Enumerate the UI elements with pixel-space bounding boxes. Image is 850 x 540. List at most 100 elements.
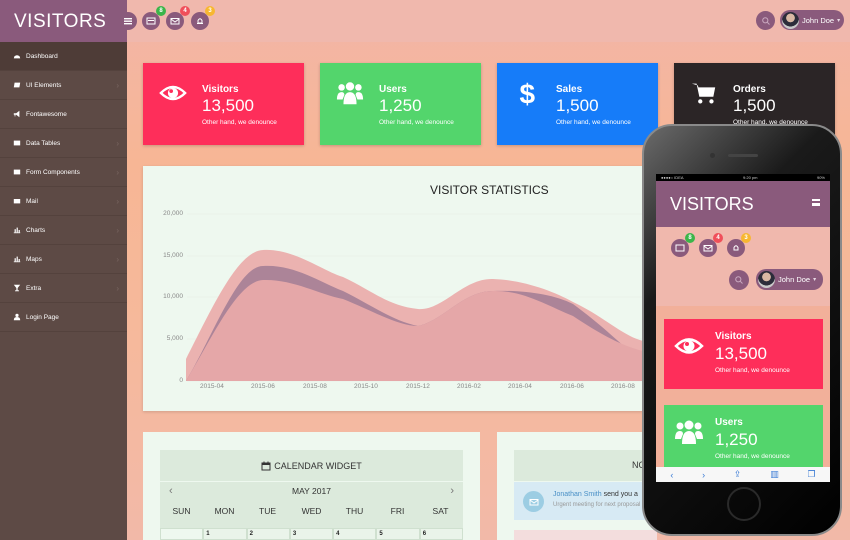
calendar-day[interactable]: 6 — [419, 528, 463, 540]
chevron-right-icon: › — [116, 138, 119, 148]
calendar-day[interactable]: 4 — [333, 528, 377, 540]
chevron-down-icon: ▾ — [837, 17, 841, 24]
tasks-badge: 8 — [156, 6, 166, 16]
calendar-week-row: 1 2 3 4 5 6 — [160, 528, 463, 540]
hamburger-icon — [124, 18, 132, 25]
notification-item[interactable]: Jonathan Smith send you a Urgent meeting… — [514, 482, 657, 520]
notification-sender[interactable]: Jonathan Smith — [553, 491, 602, 498]
sidebar-item-dashboard[interactable]: Dashboard — [0, 42, 127, 71]
top-navbar: VISITORS 8 4 3 John Doe ▾ — [0, 0, 850, 42]
share-icon[interactable]: ⇪ — [733, 469, 742, 479]
tasks-button[interactable]: 8 — [142, 6, 166, 30]
search-button[interactable] — [729, 270, 749, 290]
calendar-panel: CALENDAR WIDGET ‹ MAY 2017 › SUN MON TUE… — [143, 432, 480, 540]
back-icon[interactable]: ‹ — [670, 469, 674, 480]
messages-button[interactable]: 4 — [166, 6, 190, 30]
bar-chart-icon — [13, 227, 21, 234]
messages-button[interactable]: 4 — [699, 233, 723, 257]
sidebar-item-ui-elements[interactable]: UI Elements › — [0, 71, 127, 100]
alerts-button[interactable]: 3 — [727, 233, 751, 257]
mail-icon — [13, 199, 21, 204]
chevron-right-icon: › — [116, 80, 119, 90]
dashboard-icon — [13, 55, 21, 59]
mobile-stat-card-visitors: Visitors 13,500 Other hand, we denounce — [664, 319, 823, 389]
list-icon — [146, 17, 156, 25]
calendar-day[interactable]: 5 — [376, 528, 420, 540]
user-menu[interactable]: John Doe ▾ — [756, 269, 823, 290]
search-button[interactable] — [756, 11, 775, 30]
calendar-month: MAY 2017 — [292, 486, 331, 496]
bell-icon — [733, 245, 739, 251]
mobile-brand: VISITORS — [656, 181, 830, 227]
avatar — [782, 11, 799, 29]
bullhorn-icon — [13, 110, 20, 118]
forward-icon[interactable]: › — [702, 469, 706, 480]
calendar-day — [160, 528, 204, 540]
calendar-day[interactable]: 1 — [203, 528, 247, 540]
book-icon — [13, 82, 21, 88]
phone-screen: ●●●●○ IDEA 9:20 pm 90% VISITORS 8 4 3 — [656, 174, 830, 482]
calendar-icon — [261, 461, 271, 470]
stat-card-visitors: Visitors 13,500 Other hand, we denounce — [143, 63, 304, 145]
mobile-stat-card-users: Users 1,250 Other hand, we denounce — [664, 405, 823, 475]
users-icon — [336, 82, 364, 105]
sidebar-item-form-components[interactable]: Form Components › — [0, 158, 127, 187]
svg-text:$: $ — [520, 79, 536, 107]
phone-speaker — [728, 154, 758, 157]
hamburger-icon[interactable] — [812, 199, 820, 206]
calendar-day[interactable]: 2 — [246, 528, 290, 540]
calendar-prev-button[interactable]: ‹ — [169, 485, 173, 497]
sidebar-item-data-tables[interactable]: Data Tables › — [0, 129, 127, 158]
mobile-navbar: 8 4 3 John Doe ▾ — [656, 227, 830, 306]
eye-icon — [159, 85, 187, 101]
calendar-header: CALENDAR WIDGET — [160, 450, 463, 481]
chevron-down-icon: ▾ — [813, 277, 817, 283]
user-menu[interactable]: John Doe ▾ — [780, 10, 844, 30]
form-icon — [13, 169, 21, 175]
calendar-day[interactable]: 3 — [289, 528, 334, 540]
avatar — [758, 271, 775, 288]
area-chart — [186, 213, 643, 382]
chevron-right-icon: › — [116, 196, 119, 206]
messages-badge: 4 — [180, 6, 190, 16]
phone-status-bar: ●●●●○ IDEA 9:20 pm 90% — [656, 174, 830, 181]
alerts-badge: 3 — [205, 6, 215, 16]
dollar-icon: $ — [520, 79, 536, 107]
chart-title: VISITOR STATISTICS — [430, 183, 549, 197]
bell-icon — [197, 18, 203, 24]
brand-logo[interactable]: VISITORS — [0, 0, 127, 42]
sidebar-item-fontawesome[interactable]: Fontawesome — [0, 100, 127, 129]
envelope-icon — [170, 18, 180, 25]
sidebar-item-extra[interactable]: Extra › — [0, 274, 127, 303]
envelope-icon — [703, 245, 713, 252]
chevron-right-icon: › — [116, 283, 119, 293]
alerts-button[interactable]: 3 — [191, 6, 215, 30]
menu-toggle-button[interactable] — [119, 12, 137, 30]
sidebar: Dashboard UI Elements › Fontawesome Data… — [0, 42, 127, 540]
calendar-next-button[interactable]: › — [450, 485, 454, 497]
phone-home-button — [727, 487, 761, 521]
chevron-right-icon: › — [116, 225, 119, 235]
sidebar-item-maps[interactable]: Maps › — [0, 245, 127, 274]
search-icon — [761, 16, 770, 25]
bookmarks-icon[interactable]: ▥ — [770, 469, 779, 479]
notifications-panel: NO Jonathan Smith send you a Urgent meet… — [497, 432, 657, 540]
tabs-icon[interactable]: ❐ — [807, 469, 816, 479]
phone-camera — [710, 153, 715, 158]
search-icon — [735, 276, 743, 284]
sidebar-item-charts[interactable]: Charts › — [0, 216, 127, 245]
envelope-icon — [523, 491, 544, 512]
user-icon — [13, 313, 21, 321]
bar-chart-icon — [13, 256, 21, 263]
users-icon — [675, 420, 703, 444]
glass-icon — [13, 284, 21, 292]
notifications-header: NO — [514, 450, 657, 481]
sidebar-item-mail[interactable]: Mail › — [0, 187, 127, 216]
chevron-right-icon: › — [116, 254, 119, 264]
notification-item[interactable] — [514, 530, 657, 540]
sidebar-item-login-page[interactable]: Login Page — [0, 303, 127, 332]
visitor-statistics-panel: VISITOR STATISTICS 20,000 15,000 10,000 … — [143, 166, 643, 411]
tasks-button[interactable]: 8 — [671, 233, 695, 257]
list-icon — [675, 244, 685, 252]
browser-toolbar: ‹ › ⇪ ▥ ❐ — [656, 467, 830, 482]
